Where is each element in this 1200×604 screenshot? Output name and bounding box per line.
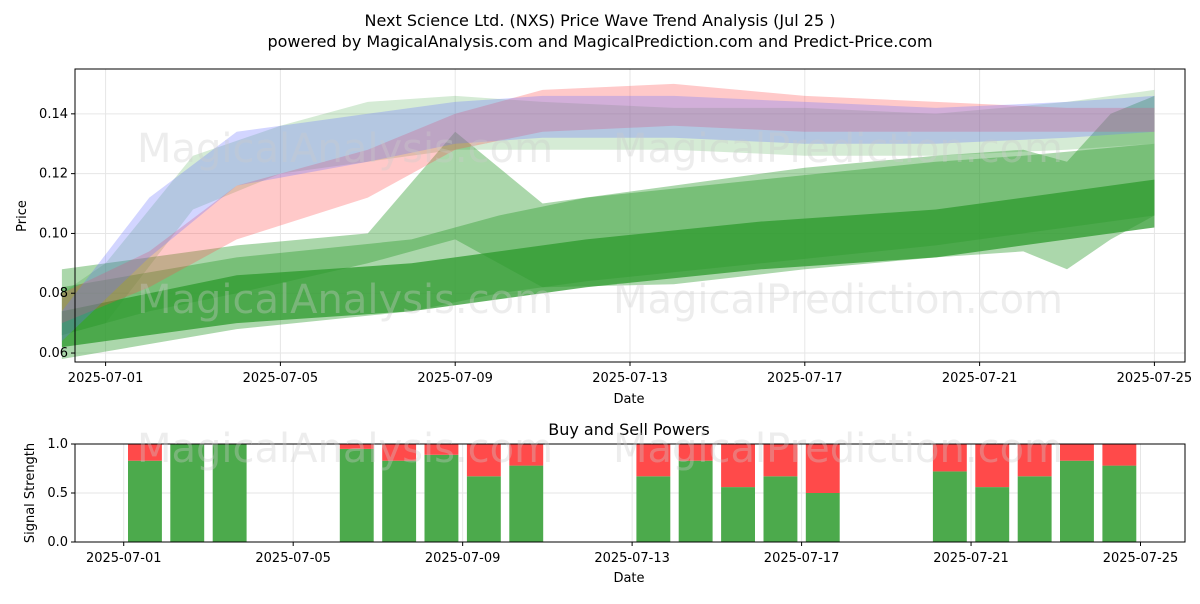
signal-x-tick-label: 2025-07-05: [255, 551, 331, 566]
signal-bars: [128, 444, 1137, 542]
signal-x-label: Date: [613, 571, 644, 586]
buy-bar: [763, 476, 798, 542]
buy-bar: [1102, 465, 1137, 542]
price-x-tick-label: 2025-07-09: [417, 371, 493, 386]
price-band-red-4: [61, 83, 1155, 324]
signal-x-tick-label: 2025-07-01: [86, 551, 162, 566]
signal-x-tick-label: 2025-07-21: [933, 551, 1009, 566]
price-bands: [61, 83, 1155, 359]
chart-subtitle: powered by MagicalAnalysis.com and Magic…: [267, 32, 932, 51]
signal-chart-title: Buy and Sell Powers: [548, 420, 710, 439]
price-x-tick-label: 2025-07-25: [1117, 371, 1193, 386]
price-x-tick-label: 2025-07-05: [243, 371, 319, 386]
price-y-label: Price: [15, 200, 30, 232]
watermark-analysis-top: MagicalAnalysis.com: [137, 126, 553, 172]
buy-bar: [678, 460, 713, 542]
buy-bar: [932, 471, 967, 542]
signal-x-tick-label: 2025-07-09: [425, 551, 501, 566]
watermark-analysis-mid: MagicalAnalysis.com: [137, 277, 553, 323]
buy-bar: [1060, 460, 1094, 542]
sell-bar: [678, 444, 713, 461]
signal-y-tick-label: 0.5: [47, 486, 68, 501]
price-x-tick-label: 2025-07-13: [592, 371, 668, 386]
price-band-green-2: [61, 95, 1155, 336]
buy-bar: [466, 476, 501, 542]
price-y-tick-label: 0.12: [39, 167, 68, 182]
price-x-tick-label: 2025-07-01: [68, 371, 144, 386]
watermark-analysis-bottom: MagicalAnalysis.com: [137, 426, 553, 472]
signal-y-tick-label: 1.0: [47, 437, 68, 452]
price-x-tick-label: 2025-07-21: [942, 371, 1018, 386]
chart-title: Next Science Ltd. (NXS) Price Wave Trend…: [365, 11, 836, 30]
buy-bar: [170, 444, 205, 542]
sell-bar: [1102, 444, 1137, 466]
sell-bar: [128, 444, 162, 461]
signal-y-label: Signal Strength: [23, 443, 38, 543]
buy-bar: [721, 487, 755, 542]
buy-bar: [805, 493, 840, 542]
price-band-blue-5: [61, 95, 1155, 342]
sell-bar: [382, 444, 417, 461]
sell-bar: [763, 444, 798, 477]
sell-bar: [721, 444, 755, 488]
signal-y-tick-label: 0.0: [47, 535, 68, 550]
sell-bar: [1060, 444, 1094, 461]
watermark-prediction-top: MagicalPrediction.com: [613, 126, 1063, 172]
sell-bar: [1017, 444, 1052, 477]
price-y-tick-label: 0.10: [39, 226, 68, 241]
sell-bar: [805, 444, 840, 493]
sell-bar: [424, 444, 459, 455]
sell-bar: [636, 444, 671, 477]
price-band-green-3: [61, 89, 1155, 336]
sell-bar: [339, 444, 374, 449]
sell-bar: [466, 444, 501, 477]
watermark-prediction-bottom: MagicalPrediction.com: [613, 426, 1063, 472]
price-y-tick-label: 0.06: [39, 346, 68, 361]
buy-bar: [636, 476, 671, 542]
buy-bar: [212, 444, 247, 542]
price-y-tick-label: 0.14: [39, 107, 68, 122]
price-y-tick-label: 0.08: [39, 286, 68, 301]
watermark-prediction-mid: MagicalPrediction.com: [613, 277, 1063, 323]
buy-bar: [339, 448, 374, 542]
price-axes: 0.06 0.08 0.10 0.12 0.14 2025-07-01 2025-07-05…: [39, 107, 1192, 386]
sell-bar: [932, 444, 967, 472]
price-band-green-0: [61, 179, 1155, 348]
buy-bar: [382, 460, 417, 542]
buy-bar: [424, 454, 459, 542]
signal-axes: 0.0 0.5 1.0 2025-07-01 2025-07-05 2025-07-09 2…: [47, 437, 1178, 566]
signal-x-tick-label: 2025-07-13: [594, 551, 670, 566]
signal-x-tick-label: 2025-07-17: [764, 551, 840, 566]
price-band-green-1: [61, 143, 1155, 359]
buy-bar: [128, 460, 162, 542]
buy-bar: [975, 487, 1010, 542]
price-x-tick-label: 2025-07-17: [767, 371, 843, 386]
buy-bar: [1017, 476, 1052, 542]
price-x-label: Date: [613, 392, 644, 407]
sell-bar: [975, 444, 1010, 488]
sell-bar: [509, 444, 544, 466]
buy-bar: [509, 465, 544, 542]
signal-x-tick-label: 2025-07-25: [1103, 551, 1179, 566]
